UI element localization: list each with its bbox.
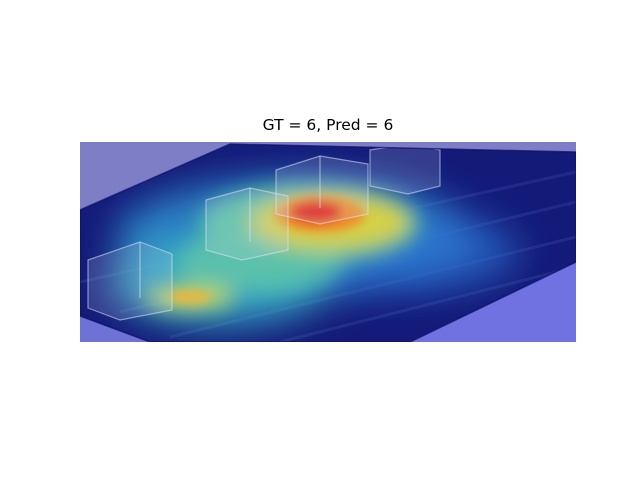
plot-title: GT = 6, Pred = 6 bbox=[262, 116, 394, 134]
gradcam-heatmap-image bbox=[80, 142, 576, 342]
